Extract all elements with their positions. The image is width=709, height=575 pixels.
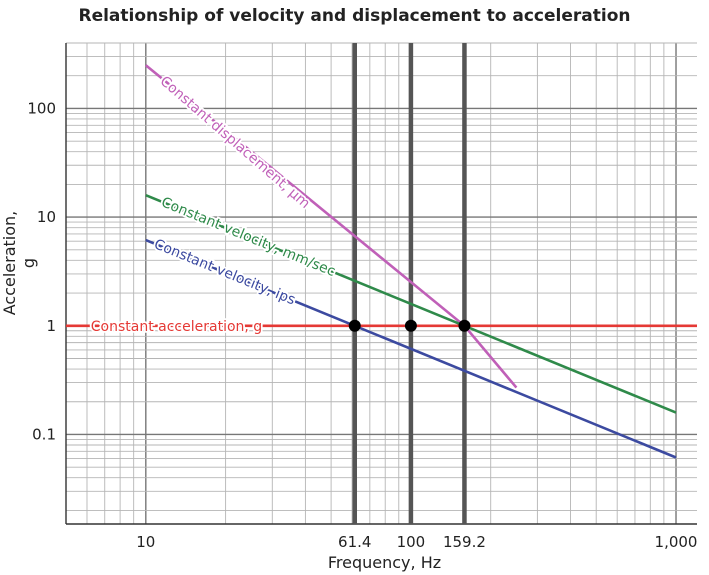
x-tick-label: 10	[136, 533, 155, 551]
series-lines	[66, 64, 697, 459]
series-label: Constant acceleration, g	[91, 319, 262, 335]
grid	[65, 42, 697, 524]
y-tick-label: 1	[46, 317, 56, 335]
tick-labels: 10 61.4 100 159.2 1,000 0.1 1 10 100	[27, 99, 697, 551]
series-label: Constant velocity, mm/sec	[159, 194, 338, 280]
y-tick-label: 10	[37, 208, 56, 226]
x-tick-label: 1,000	[655, 533, 698, 551]
intersection-marker	[348, 319, 361, 332]
y-tick-label: 100	[27, 99, 56, 117]
intersection-markers	[348, 319, 471, 332]
intersection-marker	[404, 319, 417, 332]
series-label: Constant displacement, μm	[157, 73, 313, 212]
chart-title: Relationship of velocity and displacemen…	[78, 6, 631, 26]
plot-frame	[65, 43, 697, 525]
x-tick-label: 159.2	[443, 533, 486, 551]
y-tick-label: 0.1	[32, 425, 56, 443]
x-tick-label: 100	[397, 533, 426, 551]
intersection-marker	[458, 319, 471, 332]
reference-lines	[352, 43, 467, 524]
x-axis-label: Frequency, Hz	[327, 553, 442, 572]
x-tick-label: 61.4	[338, 533, 371, 551]
